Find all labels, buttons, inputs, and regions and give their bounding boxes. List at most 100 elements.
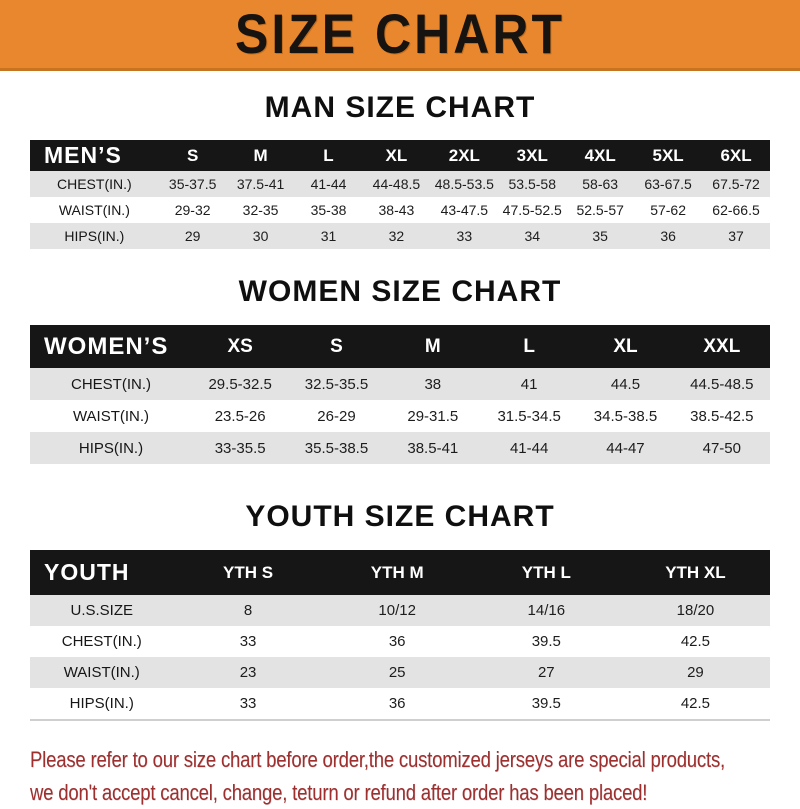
value-cell: 43-47.5 — [440, 202, 489, 218]
value-cell: 34 — [524, 228, 541, 244]
value-cell: 29-31.5 — [407, 407, 459, 425]
value-cell: 42.5 — [680, 633, 711, 650]
column-header: XL — [362, 140, 431, 171]
value-cell: 44.5 — [610, 375, 641, 393]
table-header-row: WOMEN’S XS S M L XL XXL — [30, 325, 770, 368]
value-cell: 67.5-72 — [712, 176, 760, 192]
value-cell: 31 — [320, 228, 337, 244]
row-label: HIPS(IN.) — [69, 695, 134, 712]
column-header: XXL — [673, 325, 770, 368]
column-header: 2XL — [430, 140, 499, 171]
row-label: HIPS(IN.) — [64, 228, 125, 244]
footer-note: Please refer to our size chart before or… — [30, 743, 769, 809]
value-cell: 33-35.5 — [214, 439, 266, 457]
value-cell: 35.5-38.5 — [304, 439, 369, 457]
column-header: M — [226, 140, 295, 171]
value-cell: 42.5 — [680, 695, 711, 712]
column-header: 4XL — [566, 140, 635, 171]
value-cell: 26-29 — [317, 407, 356, 425]
value-cell: 14/16 — [527, 602, 566, 619]
column-header: YTH M — [322, 550, 472, 595]
table-head: WOMEN’S XS S M L XL XXL — [30, 325, 770, 368]
value-cell: 39.5 — [531, 695, 561, 712]
table-row: CHEST(IN.) 33 36 39.5 42.5 — [30, 626, 770, 657]
value-cell: 29 — [184, 228, 201, 244]
footer-line-1: Please refer to our size chart before or… — [30, 747, 725, 772]
table-body: CHEST(IN.) 35-37.5 37.5-41 41-44 44-48.5 48.5… — [30, 171, 770, 249]
value-cell: 36 — [388, 633, 406, 650]
value-cell: 53.5-58 — [508, 176, 556, 192]
value-cell: 29-32 — [174, 202, 211, 218]
value-cell: 38-43 — [378, 202, 415, 218]
value-cell: 44.5-48.5 — [690, 375, 754, 393]
value-cell: 10/12 — [378, 602, 416, 619]
row-label: CHEST(IN.) — [61, 633, 142, 650]
value-cell: 47.5-52.5 — [502, 202, 562, 218]
section-man-size-chart: MAN SIZE CHART MEN’S S M L XL 2XL 3XL 4XL 5XL 6XL C… — [0, 71, 800, 249]
table-group-label: MEN’S — [30, 140, 159, 171]
women-size-chart-table: WOMEN’S XS S M L XL XXL CHEST(IN.) 29.5-32.5 32.5… — [30, 325, 770, 464]
table-row: CHEST(IN.) 35-37.5 37.5-41 41-44 44-48.5 48.5… — [30, 171, 770, 197]
column-header: L — [480, 325, 578, 368]
value-cell: 63-67.5 — [644, 176, 692, 192]
value-cell: 35-37.5 — [168, 176, 217, 192]
value-cell: 23.5-26 — [214, 407, 266, 425]
value-cell: 31.5-34.5 — [497, 407, 561, 425]
table-body: CHEST(IN.) 29.5-32.5 32.5-35.5 38 41 44.5 44.5… — [30, 368, 770, 464]
footer-line-2: we don't accept cancel, change, teturn o… — [30, 780, 648, 805]
table-body: U.S.SIZE 8 10/12 14/16 18/20 CHEST(IN.) 33 36 39… — [30, 595, 770, 720]
value-cell: 52.5-57 — [576, 202, 624, 218]
table-header-row: MEN’S S M L XL 2XL 3XL 4XL 5XL 6XL — [30, 140, 770, 171]
value-cell: 8 — [243, 602, 253, 619]
value-cell: 35 — [592, 228, 608, 244]
value-cell: 38 — [424, 375, 442, 393]
table-header-row: YOUTH YTH S YTH M YTH L YTH XL — [30, 550, 770, 595]
section-youth-size-chart: YOUTH SIZE CHART YOUTH YTH S YTH M YTH L YTH … — [0, 464, 800, 721]
table-head: YOUTH YTH S YTH M YTH L YTH XL — [30, 550, 770, 595]
column-header: S — [158, 140, 227, 171]
row-label: WAIST(IN.) — [72, 407, 150, 425]
row-label: CHEST(IN.) — [57, 176, 132, 192]
value-cell: 32 — [388, 228, 405, 244]
value-cell: 29.5-32.5 — [208, 375, 272, 393]
banner-title: SIZE CHART — [235, 2, 565, 66]
youth-size-chart-table: YOUTH YTH S YTH M YTH L YTH XL U.S.SIZE 8 10/12… — [30, 550, 770, 721]
value-cell: 41 — [520, 375, 538, 393]
value-cell: 36 — [660, 228, 676, 244]
column-header: YTH S — [173, 550, 323, 595]
value-cell: 38.5-41 — [407, 439, 459, 457]
table-row: HIPS(IN.) 29 30 31 32 33 34 35 36 37 — [30, 223, 770, 249]
section-heading-youth-size-chart: YOUTH SIZE CHART — [245, 500, 555, 533]
table-group-label: WOMEN’S — [30, 325, 192, 368]
column-header: L — [294, 140, 363, 171]
table-row: CHEST(IN.) 29.5-32.5 32.5-35.5 38 41 44.5 44.5… — [30, 368, 770, 400]
section-women-size-chart: WOMEN SIZE CHART WOMEN’S XS S M L XL XXL CHEST(I… — [0, 249, 800, 464]
table-row: WAIST(IN.) 23.5-26 26-29 29-31.5 31.5-34.5 34… — [30, 400, 770, 432]
row-label: WAIST(IN.) — [63, 664, 140, 681]
value-cell: 37 — [728, 228, 744, 244]
row-label: U.S.SIZE — [70, 602, 133, 619]
section-heading-women-size-chart: WOMEN SIZE CHART — [238, 275, 562, 308]
value-cell: 44-48.5 — [372, 176, 421, 192]
table-row: WAIST(IN.) 23 25 27 29 — [30, 657, 770, 688]
row-label: CHEST(IN.) — [71, 375, 151, 393]
value-cell: 23 — [239, 664, 257, 681]
value-cell: 33 — [239, 633, 257, 650]
table-row: U.S.SIZE 8 10/12 14/16 18/20 — [30, 595, 770, 626]
row-label: HIPS(IN.) — [78, 439, 144, 457]
value-cell: 57-62 — [650, 202, 686, 218]
value-cell: 58-63 — [582, 176, 619, 192]
column-header: XS — [192, 325, 289, 368]
table-row: HIPS(IN.) 33 36 39.5 42.5 — [30, 688, 770, 720]
value-cell: 41-44 — [509, 439, 549, 457]
column-header: 5XL — [634, 140, 703, 171]
column-header: S — [288, 325, 385, 368]
banner: SIZE CHART — [0, 0, 800, 71]
value-cell: 18/20 — [676, 602, 715, 619]
man-size-chart-table: MEN’S S M L XL 2XL 3XL 4XL 5XL 6XL CHEST(IN.) 35-37… — [30, 140, 770, 249]
column-header: YTH XL — [620, 550, 770, 595]
column-header: 6XL — [702, 140, 770, 171]
value-cell: 25 — [388, 664, 406, 681]
table-row: HIPS(IN.) 33-35.5 35.5-38.5 38.5-41 41-44 44-… — [30, 432, 770, 464]
